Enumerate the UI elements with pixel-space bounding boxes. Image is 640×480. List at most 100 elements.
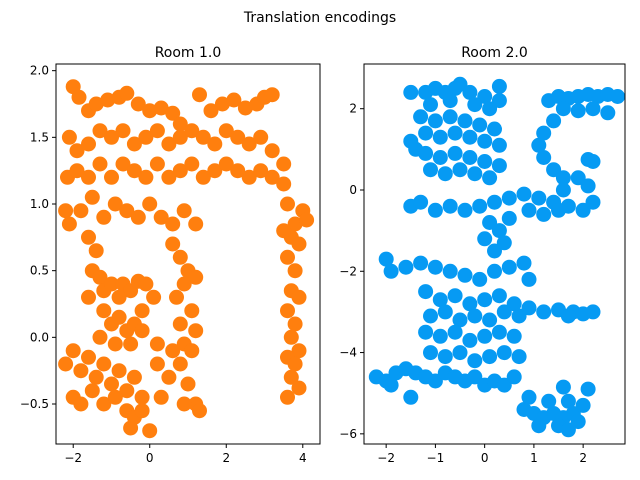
scatter-point bbox=[104, 276, 119, 292]
scatter-point bbox=[383, 263, 399, 279]
scatter-point bbox=[126, 163, 142, 179]
scatter-point bbox=[452, 76, 468, 92]
scatter-point bbox=[575, 397, 591, 413]
scatter-point bbox=[119, 383, 135, 399]
scatter-point bbox=[531, 190, 547, 206]
y-tick-label: −2 bbox=[339, 264, 357, 278]
scatter-point bbox=[153, 209, 169, 225]
scatter-point bbox=[521, 300, 537, 316]
scatter-point bbox=[58, 203, 74, 219]
scatter-point bbox=[418, 145, 434, 161]
scatter-point bbox=[73, 203, 89, 219]
scatter-point bbox=[184, 303, 200, 319]
scatter-point bbox=[172, 249, 188, 265]
scatter-point bbox=[536, 206, 552, 222]
scatter-point bbox=[61, 216, 77, 232]
scatter-point bbox=[413, 255, 429, 271]
scatter-point bbox=[280, 389, 295, 405]
scatter-point bbox=[149, 336, 165, 352]
scatter-point bbox=[462, 296, 478, 312]
plot-frame bbox=[55, 63, 321, 445]
x-axis: −2 −1 0 1 2 bbox=[377, 444, 587, 465]
scatter-point bbox=[432, 150, 448, 165]
scatter-point bbox=[560, 422, 576, 438]
scatter-point bbox=[560, 393, 576, 409]
scatter-point bbox=[452, 345, 468, 361]
scatter-point bbox=[172, 163, 188, 179]
scatter-point bbox=[138, 129, 154, 145]
x-tick-label: 2 bbox=[222, 451, 230, 465]
scatter-point bbox=[287, 316, 303, 332]
scatter-point bbox=[418, 125, 434, 141]
scatter-point bbox=[134, 389, 150, 405]
scatter-point bbox=[487, 121, 502, 137]
scatter-point bbox=[241, 169, 257, 185]
scatter-point bbox=[96, 396, 112, 412]
x-tick-label: 0 bbox=[146, 451, 154, 465]
scatter-point bbox=[92, 156, 108, 172]
scatter-point bbox=[501, 190, 517, 206]
scatter-point bbox=[491, 137, 507, 153]
scatter-point bbox=[413, 109, 429, 125]
subplot-room-2: Room 2.0 −2 −1 0 1 2 −6 −4 −2 0 2 bbox=[339, 45, 626, 465]
scatter-point bbox=[437, 349, 453, 365]
scatter-point bbox=[442, 198, 458, 214]
scatter-point bbox=[501, 210, 517, 226]
scatter-point bbox=[81, 289, 96, 305]
scatter-point bbox=[253, 163, 269, 179]
scatter-point bbox=[172, 356, 188, 372]
scatter-point bbox=[291, 380, 307, 396]
scatter-point bbox=[423, 97, 438, 113]
scatter-point bbox=[73, 363, 89, 379]
scatter-point bbox=[88, 243, 104, 259]
subplot-title: Room 1.0 bbox=[155, 45, 222, 61]
scatter-point bbox=[291, 236, 307, 252]
scatter-point bbox=[516, 255, 532, 271]
scatter-point bbox=[195, 169, 211, 185]
x-tick-label: 4 bbox=[299, 451, 307, 465]
scatter-point bbox=[477, 154, 493, 169]
scatter-point bbox=[462, 129, 478, 145]
scatter-point bbox=[482, 170, 498, 186]
figure-title: Translation encodings bbox=[243, 10, 396, 26]
scatter-point bbox=[130, 96, 146, 112]
scatter-point bbox=[477, 231, 493, 247]
scatter-point bbox=[176, 276, 192, 292]
scatter-point bbox=[491, 324, 507, 340]
scatter-point bbox=[467, 369, 483, 385]
scatter-point bbox=[536, 125, 552, 141]
scatter-point bbox=[452, 312, 468, 328]
scatter-point bbox=[570, 414, 586, 430]
subplot-room-1: Room 1.0 −2 0 2 4 −0.5 0.0 0.5 1.0 1.5 2.0 bbox=[20, 45, 321, 465]
x-tick-label: 1 bbox=[530, 451, 538, 465]
scatter-point bbox=[482, 349, 498, 365]
scatter-point bbox=[521, 389, 537, 405]
scatter-point bbox=[487, 194, 502, 210]
scatter-point bbox=[378, 251, 394, 267]
scatter-point bbox=[487, 263, 502, 279]
scatter-point bbox=[516, 186, 532, 202]
scatter-point bbox=[134, 323, 150, 339]
scatter-point bbox=[71, 89, 87, 105]
scatter-point bbox=[467, 308, 483, 324]
scatter-point bbox=[134, 303, 150, 319]
scatter-point bbox=[264, 143, 280, 159]
scatter-point bbox=[506, 296, 522, 312]
scatter-point bbox=[176, 203, 192, 219]
x-tick-label: 0 bbox=[481, 451, 489, 465]
scatter-point bbox=[536, 150, 552, 165]
scatter-point bbox=[467, 97, 483, 113]
scatter-point bbox=[73, 396, 89, 412]
scatter-point bbox=[207, 163, 223, 179]
scatter-point bbox=[610, 89, 626, 104]
scatter-point bbox=[457, 267, 473, 283]
scatter-point bbox=[264, 169, 280, 185]
scatter-point bbox=[506, 328, 522, 344]
scatter-points bbox=[368, 76, 626, 438]
scatter-point bbox=[447, 125, 463, 141]
scatter-point bbox=[600, 105, 616, 121]
scatter-point bbox=[100, 92, 116, 108]
scatter-point bbox=[291, 289, 307, 305]
scatter-point bbox=[560, 308, 576, 324]
